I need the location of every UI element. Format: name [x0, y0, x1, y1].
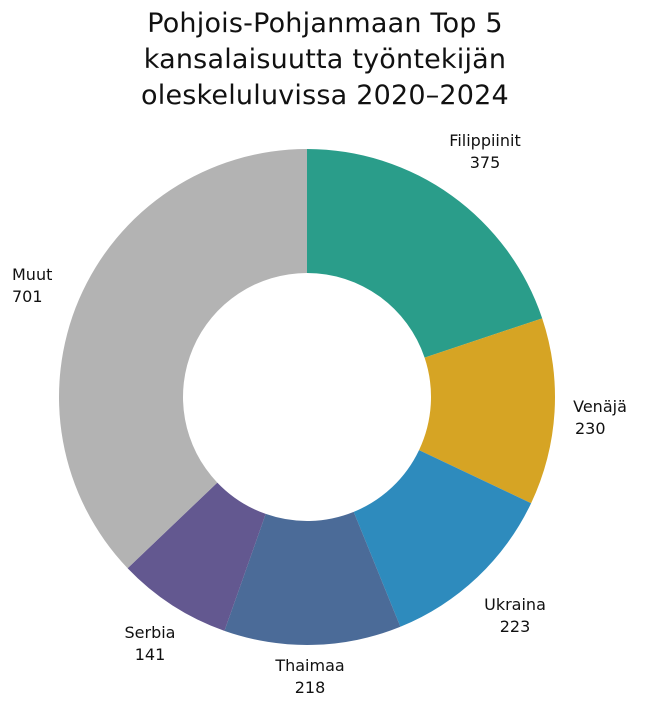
chart-title: Pohjois-Pohjanmaan Top 5 kansalaisuutta …: [0, 6, 650, 114]
data-label-name: Muut: [12, 265, 53, 284]
chart-title-line-3: oleskeluluvissa 2020–2024: [141, 80, 509, 111]
donut-slice-muut: [59, 149, 308, 569]
donut-slice-thaimaa: [224, 511, 401, 645]
donut-slice-venäjä: [419, 318, 555, 504]
data-label-value: 230: [575, 419, 606, 438]
donut-slice-serbia: [127, 482, 266, 631]
data-label-ukraina: Ukraina 223: [470, 594, 560, 638]
data-label-value: 218: [294, 678, 326, 697]
data-label-name: Venäjä: [573, 397, 627, 416]
data-label-value: 141: [134, 645, 166, 664]
data-label-venaja: Venäjä 230: [565, 396, 635, 440]
data-label-value: 375: [469, 153, 501, 172]
data-label-name: Serbia: [124, 623, 176, 642]
data-label-value: 223: [499, 617, 531, 636]
data-label-filippiinit: Filippiinit 375: [430, 130, 540, 174]
data-label-muut: Muut 701: [12, 264, 72, 308]
donut-slice-filippiinit: [307, 149, 543, 358]
data-label-name: Filippiinit: [449, 131, 521, 150]
data-label-thaimaa: Thaimaa 218: [265, 655, 355, 699]
data-label-serbia: Serbia 141: [110, 622, 190, 666]
data-label-name: Ukraina: [484, 595, 546, 614]
chart-title-line-1: Pohjois-Pohjanmaan Top 5: [147, 8, 503, 39]
donut-slice-ukraina: [353, 450, 532, 627]
chart-title-line-2: kansalaisuutta työntekijän: [143, 44, 507, 75]
data-label-value: 701: [12, 287, 43, 306]
donut-slices: [59, 149, 555, 645]
data-label-name: Thaimaa: [275, 656, 345, 675]
